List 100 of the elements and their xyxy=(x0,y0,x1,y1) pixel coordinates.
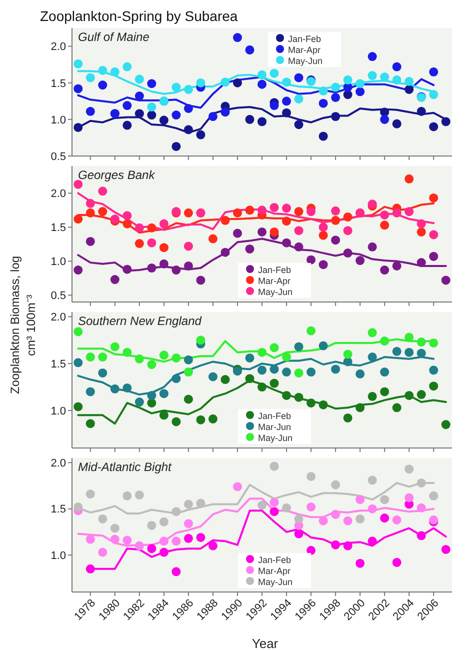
point xyxy=(343,75,352,84)
point xyxy=(343,541,352,550)
point xyxy=(208,112,218,122)
point xyxy=(404,464,414,474)
point xyxy=(74,358,83,368)
point xyxy=(257,117,267,126)
point xyxy=(356,495,365,504)
point xyxy=(429,193,438,202)
point xyxy=(294,392,304,402)
point xyxy=(368,52,377,62)
point xyxy=(159,243,168,252)
legend-label: Jan-Feb xyxy=(258,411,292,421)
point xyxy=(270,101,279,110)
point xyxy=(380,108,390,117)
point xyxy=(74,59,83,68)
point xyxy=(441,420,450,430)
point xyxy=(74,266,83,275)
point xyxy=(356,256,365,266)
point xyxy=(98,368,108,378)
point xyxy=(134,398,144,407)
point xyxy=(196,130,206,140)
legend-label: May-Jun xyxy=(258,577,293,587)
point xyxy=(196,336,206,345)
point xyxy=(147,238,156,248)
point xyxy=(270,227,279,236)
point xyxy=(86,73,95,82)
point xyxy=(306,502,316,512)
point xyxy=(98,186,108,196)
point xyxy=(392,208,402,218)
point xyxy=(184,500,193,509)
point xyxy=(294,94,304,104)
point xyxy=(343,226,352,236)
point xyxy=(122,62,132,72)
point xyxy=(282,216,292,226)
point xyxy=(429,338,438,348)
point xyxy=(172,374,181,384)
point xyxy=(98,352,108,362)
x-axis-title: Year xyxy=(250,636,280,650)
point xyxy=(134,109,144,118)
point xyxy=(294,226,304,236)
point xyxy=(416,106,426,116)
point xyxy=(368,352,377,362)
point xyxy=(294,514,304,524)
point xyxy=(429,230,438,240)
chart-subtitle: Gulf of Maine xyxy=(78,30,150,44)
point xyxy=(356,403,365,412)
point xyxy=(122,219,132,228)
point xyxy=(245,244,254,254)
point xyxy=(122,536,132,545)
point xyxy=(86,198,95,208)
point xyxy=(380,114,390,124)
point xyxy=(122,211,132,220)
point xyxy=(416,503,426,512)
point xyxy=(356,369,365,378)
point xyxy=(306,368,316,377)
point xyxy=(98,80,108,90)
legend-label: Mar-Apr xyxy=(288,45,321,55)
point xyxy=(172,507,181,516)
point xyxy=(282,390,292,400)
legend-label: Jan-Feb xyxy=(258,265,292,275)
y-tick-label: 1.0 xyxy=(50,256,66,268)
point xyxy=(429,382,438,391)
point xyxy=(429,252,438,261)
point xyxy=(318,86,328,96)
point xyxy=(86,490,95,499)
point xyxy=(368,242,377,252)
point xyxy=(208,541,218,550)
point xyxy=(98,207,108,216)
point xyxy=(147,520,156,530)
point xyxy=(98,514,108,524)
point xyxy=(429,90,438,100)
point xyxy=(331,236,340,245)
legend-label: Mar-Jun xyxy=(258,422,292,432)
point xyxy=(282,352,292,362)
point xyxy=(416,531,426,540)
point xyxy=(159,219,168,228)
point xyxy=(318,132,328,141)
point xyxy=(257,382,267,392)
point xyxy=(270,462,279,471)
point xyxy=(74,327,83,336)
point xyxy=(196,415,206,424)
point xyxy=(306,546,316,555)
chart-title: Zooplankton-Spring by Subarea xyxy=(40,8,239,24)
point xyxy=(257,348,267,357)
point xyxy=(122,101,132,110)
point xyxy=(232,78,242,88)
point xyxy=(392,75,402,84)
point xyxy=(220,375,230,384)
point xyxy=(416,390,426,400)
point xyxy=(245,353,254,362)
point xyxy=(245,45,254,54)
point xyxy=(110,384,120,394)
y-tick-label: 0.5 xyxy=(50,150,66,163)
point xyxy=(220,248,230,257)
point xyxy=(86,106,95,116)
legend-label: Jan-Feb xyxy=(258,555,292,565)
point xyxy=(356,514,365,524)
point xyxy=(184,261,193,270)
point xyxy=(356,79,365,88)
point xyxy=(147,79,156,88)
